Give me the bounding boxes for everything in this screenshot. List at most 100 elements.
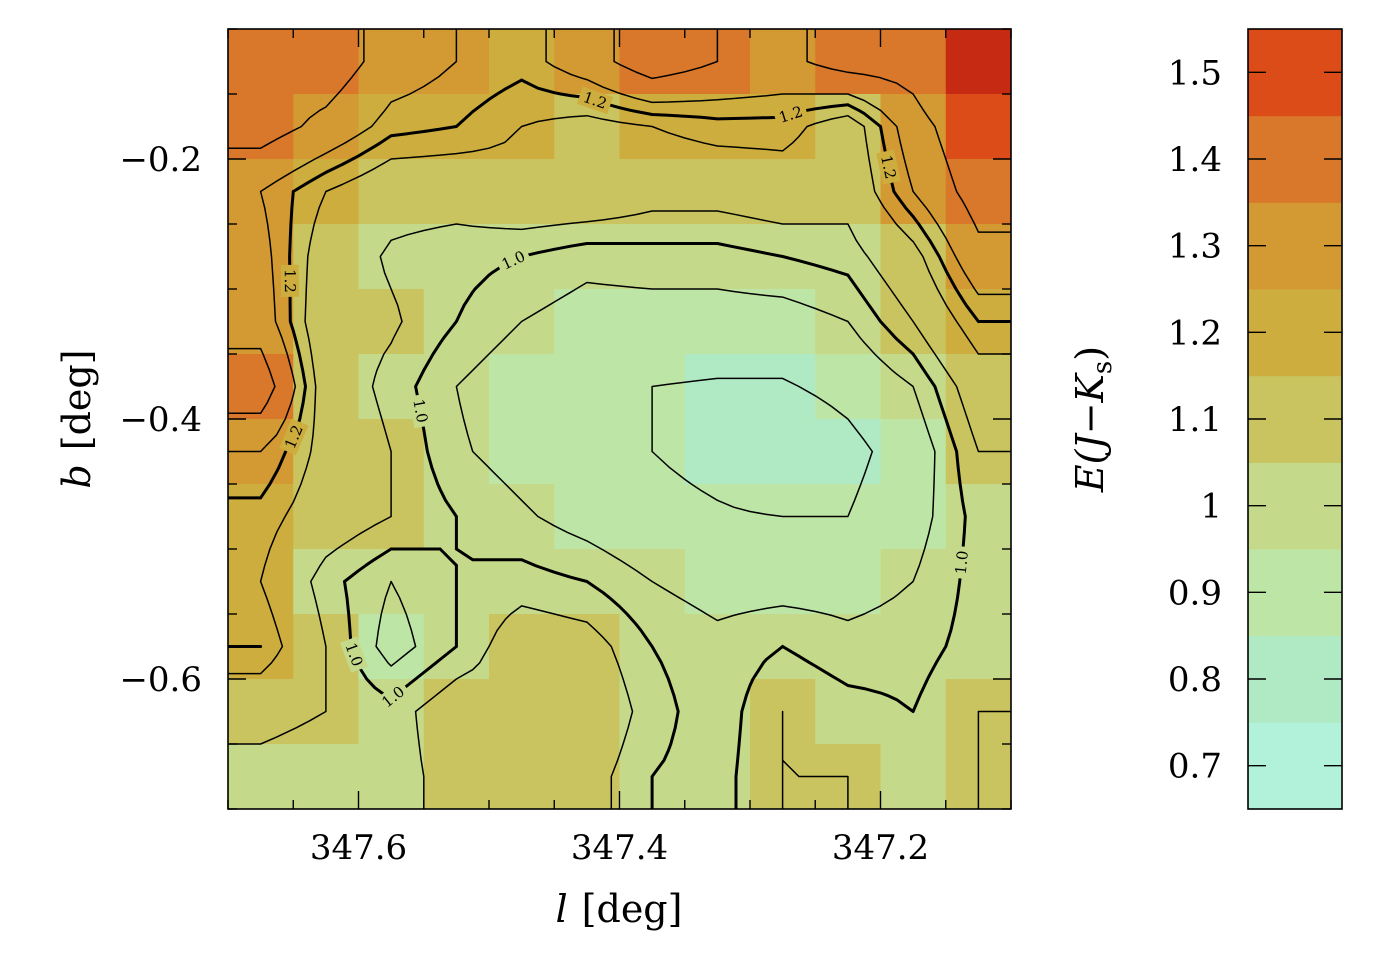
heatmap-cell — [293, 29, 360, 95]
contour-label: 1.0 — [409, 398, 431, 425]
heatmap-cell — [554, 289, 621, 355]
heatmap-cell — [880, 744, 947, 809]
contour-line — [375, 281, 936, 667]
heatmap-cell — [358, 224, 425, 290]
contour-lines — [228, 29, 1011, 809]
y-axis-unit: [deg] — [55, 349, 99, 450]
x-tick-labels: 347.6 347.4 347.2 — [310, 828, 929, 868]
x-tick-label: 347.2 — [832, 828, 929, 868]
colorbar-tick-label: 1 — [1200, 487, 1222, 527]
heatmap-cell — [293, 484, 360, 550]
y-tick-label: −0.2 — [119, 140, 202, 180]
colorbar-label: E(J−Ks) — [1068, 346, 1118, 493]
y-axis-label: b [deg] — [55, 349, 99, 488]
heatmap-cell — [815, 419, 882, 485]
y-tick-label: −0.4 — [119, 400, 202, 440]
heatmap-cell — [554, 354, 621, 420]
heatmap-cell — [750, 29, 816, 95]
heatmap-cell — [945, 484, 1011, 550]
heatmap-cell — [880, 29, 947, 95]
heatmap-cell — [750, 289, 816, 355]
heatmap-cell — [358, 159, 425, 225]
heatmap-cell — [228, 354, 294, 420]
contour-label-background — [951, 545, 973, 580]
heatmap-cell — [619, 289, 686, 355]
colorbar-tick-label: 1.5 — [1168, 53, 1222, 93]
heatmap-cell — [880, 484, 947, 550]
heatmap-cell — [750, 549, 816, 615]
heatmap-cell — [423, 159, 490, 225]
heatmap-cell — [554, 744, 621, 809]
colorbar-tick-labels: 0.7 0.8 0.9 1 1.1 1.2 1.3 1.4 1.5 — [1168, 53, 1222, 786]
heatmap-cell — [815, 354, 882, 420]
heatmap-cell — [293, 94, 360, 160]
heatmap-cell — [228, 94, 294, 160]
contour-label-background — [375, 679, 412, 714]
heatmap-cell — [684, 354, 751, 420]
colorbar-label-close: ) — [1068, 346, 1112, 361]
contour-label-background — [280, 264, 300, 297]
heatmap-cell — [489, 159, 555, 225]
heatmap-cell — [228, 484, 294, 550]
colorbar-label-main: E(J−K — [1068, 371, 1112, 493]
heatmap-cell — [684, 289, 751, 355]
heatmap-cell — [358, 614, 425, 680]
colorbar-label-subscript: s — [1088, 361, 1118, 374]
heatmap-cell — [750, 354, 816, 420]
contour-line — [651, 377, 874, 518]
heatmap-cell — [489, 29, 555, 95]
heatmap-cell — [945, 224, 1011, 290]
heatmap-cell — [684, 224, 751, 290]
heatmap-cell — [358, 744, 425, 809]
y-axis-variable: b — [55, 464, 99, 488]
colorbar-tick-label: 1.3 — [1168, 227, 1222, 267]
heatmap-cell — [619, 224, 686, 290]
heatmap-cell — [684, 94, 751, 160]
heatmap-cell — [554, 484, 621, 550]
heatmap-cell — [750, 159, 816, 225]
colorbar-tick-label: 1.2 — [1168, 313, 1222, 353]
contour-label-background — [340, 636, 368, 673]
colorbar-ticks — [1248, 71, 1342, 767]
heatmap-cell — [684, 549, 751, 615]
contour-label-background — [576, 86, 614, 115]
heatmap-cell — [684, 614, 751, 680]
heatmap-cell — [815, 614, 882, 680]
contour-line — [228, 29, 1011, 415]
heatmap-cell — [358, 29, 425, 95]
heatmap-cell — [750, 419, 816, 485]
heatmap-cell — [423, 679, 490, 745]
heatmap-cell — [619, 679, 686, 745]
heatmap-cell — [423, 224, 490, 290]
heatmap-cell — [554, 159, 621, 225]
contour-line — [228, 29, 1011, 453]
heatmap-cell — [228, 744, 294, 809]
heatmap-cell — [684, 419, 751, 485]
heatmap-cell — [489, 614, 555, 680]
heatmap-cell — [489, 484, 555, 550]
heatmap-cell — [228, 679, 294, 745]
heatmap-cell — [684, 484, 751, 550]
heatmap-cell — [684, 744, 751, 809]
contour-label-background — [495, 245, 532, 276]
contour-line — [228, 210, 1011, 809]
heatmap-cell — [619, 484, 686, 550]
contour-label: 1.2 — [877, 154, 900, 181]
x-axis-label: l [deg] — [556, 887, 683, 931]
heatmap-cell — [945, 354, 1011, 420]
heatmap-cell — [228, 289, 294, 355]
contour-line — [228, 114, 1011, 675]
contour-label-background — [279, 418, 309, 456]
y-tick-labels: −0.2 −0.4 −0.6 — [119, 140, 202, 700]
colorbar-tick-label: 0.9 — [1168, 573, 1222, 613]
heatmap-cell — [684, 159, 751, 225]
heatmap-cell — [880, 94, 947, 160]
contour-label-background — [772, 101, 809, 128]
heatmap-cell — [489, 744, 555, 809]
heatmap-cell — [423, 744, 490, 809]
heatmap-cell — [489, 679, 555, 745]
heatmap-cell — [554, 419, 621, 485]
heatmap-cell — [358, 289, 425, 355]
x-axis-unit: [deg] — [582, 887, 683, 931]
